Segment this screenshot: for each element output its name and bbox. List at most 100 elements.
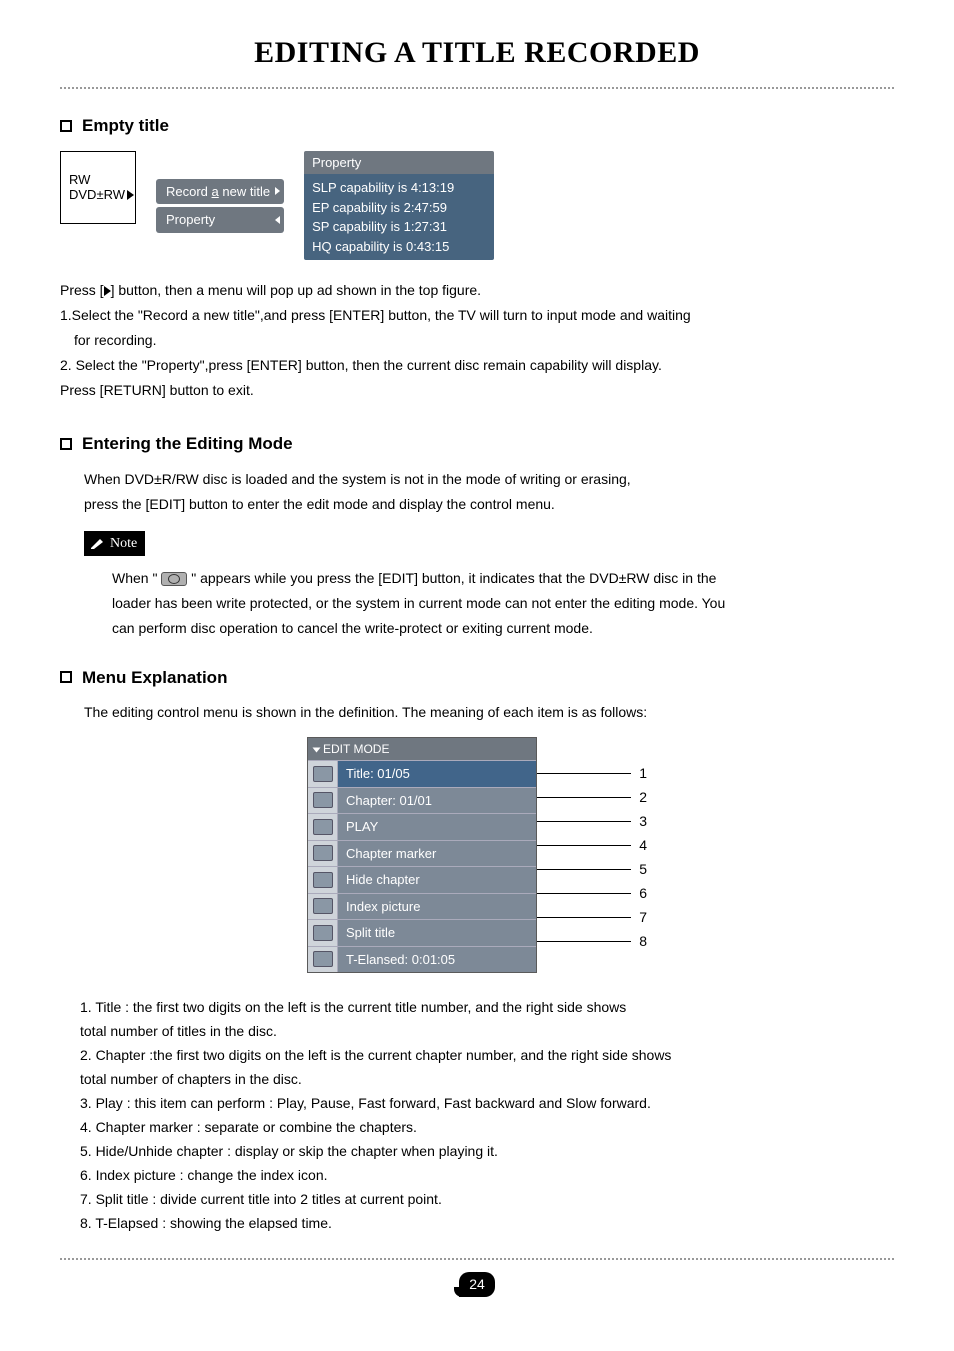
entering-body-line: press the [EDIT] button to enter the edi… (84, 494, 894, 515)
note-line: loader has been write protected, or the … (112, 593, 894, 614)
entering-body-line: When DVD±R/RW disc is loaded and the sys… (84, 469, 894, 490)
row-label: Hide chapter (338, 867, 536, 893)
edit-row-title[interactable]: Title: 01/05 (308, 760, 536, 787)
row-icon-cell (308, 867, 338, 893)
edit-mode-table-header: EDIT MODE (308, 738, 536, 760)
bullet-square-icon (60, 671, 72, 683)
split-icon (313, 925, 333, 941)
section-entering-editing-label: Entering the Editing Mode (82, 431, 293, 457)
edit-mode-table: EDIT MODE Title: 01/05 Chapter: 01/01 PL… (307, 737, 537, 973)
desc-line: 3. Play : this item can perform : Play, … (80, 1093, 894, 1114)
section-entering-editing-header: Entering the Editing Mode (60, 431, 894, 457)
property-row: SLP capability is 4:13:19 (312, 178, 486, 198)
edit-row-chapter[interactable]: Chapter: 01/01 (308, 787, 536, 814)
menu-label-underlined: a (212, 184, 219, 199)
time-icon (313, 951, 333, 967)
instruction-line: Press [RETURN] button to exit. (60, 380, 894, 401)
row-icon-cell (308, 841, 338, 867)
disc-lock-icon (161, 572, 187, 586)
row-label: Split title (338, 920, 536, 946)
desc-line: 8. T-Elapsed : showing the elapsed time. (80, 1213, 894, 1234)
empty-title-diagram: RW DVD±RW Record a new title Property Pr… (60, 151, 894, 261)
edit-mode-header-text: EDIT MODE (323, 742, 389, 756)
edit-mode-menu-figure: EDIT MODE Title: 01/05 Chapter: 01/01 PL… (60, 737, 894, 973)
bullet-square-icon (60, 438, 72, 450)
menu-indicator-icon (313, 747, 321, 752)
menu-item-record-new-title[interactable]: Record a new title (156, 179, 284, 205)
instruction-line: 2. Select the "Property",press [ENTER] b… (60, 355, 894, 376)
property-panel-body: SLP capability is 4:13:19 EP capability … (304, 174, 494, 260)
note-body: When " " appears while you press the [ED… (112, 568, 894, 639)
chapter-icon (313, 792, 333, 808)
section-menu-explanation-header: Menu Explanation (60, 665, 894, 691)
row-label: Title: 01/05 (338, 761, 536, 787)
leader-num: 1 (639, 763, 647, 784)
menu-item-property[interactable]: Property (156, 207, 284, 233)
divider-bottom (60, 1258, 894, 1260)
note-line: When " " appears while you press the [ED… (112, 568, 894, 589)
desc-line: 6. Index picture : change the index icon… (80, 1165, 894, 1186)
row-label: T-Elansed: 0:01:05 (338, 947, 536, 973)
play-icon (104, 286, 111, 296)
instruction-line: 1.Select the "Record a new title",and pr… (60, 305, 894, 326)
hide-icon (313, 872, 333, 888)
leader-lines: 1 2 3 4 5 6 7 8 (537, 737, 647, 949)
desc-line: 7. Split title : divide current title in… (80, 1189, 894, 1210)
row-icon-cell (308, 894, 338, 920)
leader-num: 2 (639, 787, 647, 808)
leader-num: 7 (639, 907, 647, 928)
popup-menu: Record a new title Property (156, 179, 284, 233)
property-panel-header: Property (304, 151, 494, 175)
row-icon-cell (308, 920, 338, 946)
leader-num: 5 (639, 859, 647, 880)
section-empty-title-label: Empty title (82, 113, 169, 139)
index-icon (313, 898, 333, 914)
arrow-right-icon (275, 187, 280, 195)
bullet-square-icon (60, 120, 72, 132)
property-row: HQ capability is 0:43:15 (312, 237, 486, 257)
arrow-left-icon (275, 216, 280, 224)
menu-label-property: Property (166, 212, 215, 227)
page-title: EDITING A TITLE RECORDED (60, 30, 894, 75)
desc-line: 4. Chapter marker : separate or combine … (80, 1117, 894, 1138)
row-icon-cell (308, 788, 338, 814)
desc-line: total number of chapters in the disc. (80, 1069, 894, 1090)
note-line: can perform disc operation to cancel the… (112, 618, 894, 639)
property-row: EP capability is 2:47:59 (312, 198, 486, 218)
desc-line: 5. Hide/Unhide chapter : display or skip… (80, 1141, 894, 1162)
edit-row-index-picture[interactable]: Index picture (308, 893, 536, 920)
desc-line: 1. Title : the first two digits on the l… (80, 997, 894, 1018)
note-label: Note (84, 531, 145, 556)
desc-line: total number of titles in the disc. (80, 1021, 894, 1042)
row-icon-cell (308, 947, 338, 973)
edit-row-chapter-marker[interactable]: Chapter marker (308, 840, 536, 867)
row-label: Chapter marker (338, 841, 536, 867)
leader-num: 3 (639, 811, 647, 832)
edit-row-split-title[interactable]: Split title (308, 919, 536, 946)
disc-type-box: RW DVD±RW (60, 151, 136, 224)
marker-icon (313, 845, 333, 861)
row-label: PLAY (338, 814, 536, 840)
menu-explanation-intro: The editing control menu is shown in the… (84, 702, 894, 723)
edit-row-t-elapsed[interactable]: T-Elansed: 0:01:05 (308, 946, 536, 973)
divider-top (60, 87, 894, 89)
note-label-text: Note (110, 533, 137, 554)
menu-label-part1: Record (166, 184, 212, 199)
disc-line2: DVD±RW (69, 187, 125, 203)
leader-num: 8 (639, 931, 647, 952)
edit-row-play[interactable]: PLAY (308, 813, 536, 840)
disc-line1: RW (69, 172, 127, 188)
property-row: SP capability is 1:27:31 (312, 217, 486, 237)
row-label: Chapter: 01/01 (338, 788, 536, 814)
page-number-wrap: 24 (60, 1272, 894, 1297)
leader-num: 6 (639, 883, 647, 904)
desc-line: 2. Chapter :the first two digits on the … (80, 1045, 894, 1066)
title-icon (313, 766, 333, 782)
menu-descriptions: 1. Title : the first two digits on the l… (80, 997, 894, 1234)
row-label: Index picture (338, 894, 536, 920)
row-icon-cell (308, 761, 338, 787)
leader-num: 4 (639, 835, 647, 856)
edit-row-hide-chapter[interactable]: Hide chapter (308, 866, 536, 893)
instruction-line: for recording. (74, 330, 894, 351)
pencil-icon (90, 536, 106, 550)
